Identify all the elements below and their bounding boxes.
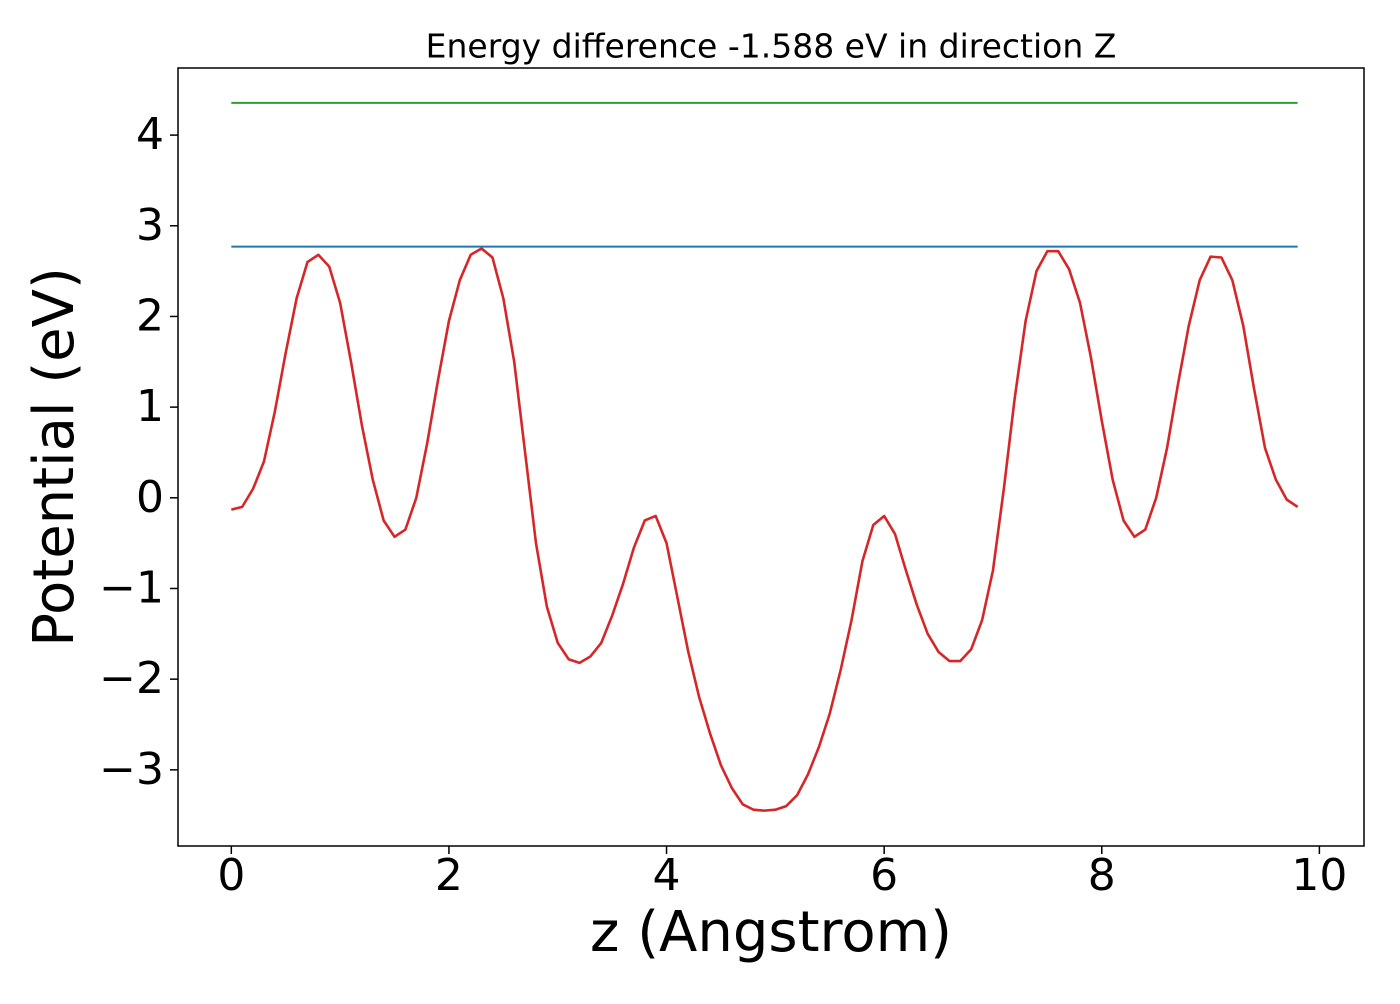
data-line <box>231 247 1299 812</box>
y-tick-label: 3 <box>136 200 164 251</box>
x-tick-label: 6 <box>870 850 898 901</box>
x-axis-label: z (Angstrom) <box>590 900 952 965</box>
y-axis-label: Potential (eV) <box>22 267 87 647</box>
y-tick-label: 1 <box>136 381 164 432</box>
x-tick-label: 8 <box>1088 850 1116 901</box>
chart-title: Energy difference -1.588 eV in direction… <box>426 27 1117 66</box>
y-tick-label: −2 <box>99 653 164 704</box>
x-tick-label: 4 <box>653 850 681 901</box>
y-tick-label: 2 <box>136 290 164 341</box>
plot-frame <box>177 67 1365 847</box>
y-tick-label: 0 <box>136 472 164 523</box>
x-tick-label: 0 <box>217 850 245 901</box>
x-tick-label: 2 <box>435 850 463 901</box>
y-tick-label: −1 <box>99 562 164 613</box>
x-tick-label: 10 <box>1291 850 1347 901</box>
y-tick-label: −3 <box>99 744 164 795</box>
y-tick-label: 4 <box>136 109 164 160</box>
